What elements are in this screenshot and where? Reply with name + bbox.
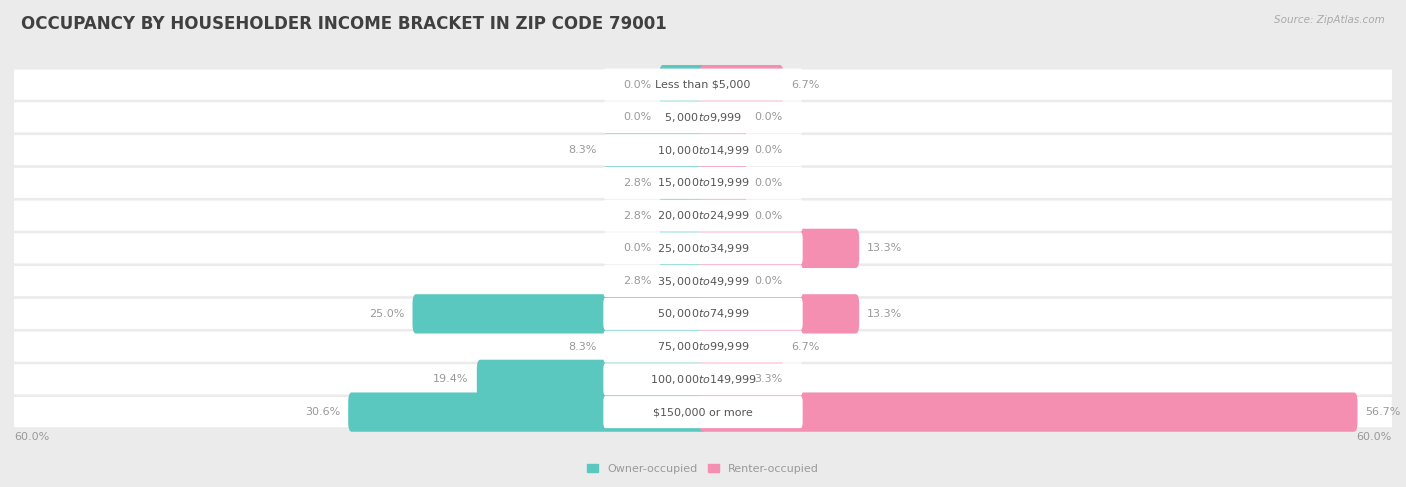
Text: 56.7%: 56.7% [1365, 407, 1400, 417]
Text: $20,000 to $24,999: $20,000 to $24,999 [657, 209, 749, 222]
FancyBboxPatch shape [700, 360, 747, 399]
FancyBboxPatch shape [700, 393, 1358, 432]
Text: 19.4%: 19.4% [433, 375, 468, 384]
Text: 0.0%: 0.0% [755, 276, 783, 286]
FancyBboxPatch shape [14, 332, 1392, 362]
FancyBboxPatch shape [603, 363, 803, 395]
Legend: Owner-occupied, Renter-occupied: Owner-occupied, Renter-occupied [582, 459, 824, 478]
Text: 60.0%: 60.0% [14, 431, 49, 442]
Text: $35,000 to $49,999: $35,000 to $49,999 [657, 275, 749, 288]
FancyBboxPatch shape [603, 167, 803, 199]
FancyBboxPatch shape [603, 331, 803, 363]
FancyBboxPatch shape [700, 98, 747, 137]
Text: 8.3%: 8.3% [568, 341, 596, 352]
FancyBboxPatch shape [14, 266, 1392, 296]
FancyBboxPatch shape [659, 98, 706, 137]
FancyBboxPatch shape [603, 101, 803, 133]
Text: $25,000 to $34,999: $25,000 to $34,999 [657, 242, 749, 255]
FancyBboxPatch shape [477, 360, 706, 399]
Text: $10,000 to $14,999: $10,000 to $14,999 [657, 144, 749, 157]
FancyBboxPatch shape [603, 396, 803, 428]
FancyBboxPatch shape [14, 364, 1392, 394]
FancyBboxPatch shape [700, 131, 747, 170]
FancyBboxPatch shape [349, 393, 706, 432]
Text: 3.3%: 3.3% [755, 375, 783, 384]
Text: Source: ZipAtlas.com: Source: ZipAtlas.com [1274, 15, 1385, 25]
FancyBboxPatch shape [14, 299, 1392, 329]
Text: 0.0%: 0.0% [755, 112, 783, 122]
FancyBboxPatch shape [605, 327, 706, 366]
FancyBboxPatch shape [603, 69, 803, 101]
FancyBboxPatch shape [14, 102, 1392, 132]
FancyBboxPatch shape [700, 163, 747, 203]
FancyBboxPatch shape [605, 131, 706, 170]
FancyBboxPatch shape [603, 232, 803, 264]
Text: 60.0%: 60.0% [1357, 431, 1392, 442]
FancyBboxPatch shape [14, 168, 1392, 198]
Text: 6.7%: 6.7% [792, 80, 820, 90]
FancyBboxPatch shape [603, 298, 803, 330]
Text: $15,000 to $19,999: $15,000 to $19,999 [657, 176, 749, 189]
Text: 0.0%: 0.0% [623, 244, 651, 253]
FancyBboxPatch shape [659, 262, 706, 301]
Text: 0.0%: 0.0% [623, 112, 651, 122]
FancyBboxPatch shape [659, 163, 706, 203]
Text: 0.0%: 0.0% [755, 210, 783, 221]
FancyBboxPatch shape [700, 262, 747, 301]
FancyBboxPatch shape [700, 196, 747, 235]
FancyBboxPatch shape [14, 201, 1392, 231]
Text: OCCUPANCY BY HOUSEHOLDER INCOME BRACKET IN ZIP CODE 79001: OCCUPANCY BY HOUSEHOLDER INCOME BRACKET … [21, 15, 666, 33]
Text: 25.0%: 25.0% [370, 309, 405, 319]
Text: $100,000 to $149,999: $100,000 to $149,999 [650, 373, 756, 386]
Text: 2.8%: 2.8% [623, 178, 651, 188]
Text: $75,000 to $99,999: $75,000 to $99,999 [657, 340, 749, 353]
FancyBboxPatch shape [700, 327, 783, 366]
FancyBboxPatch shape [14, 397, 1392, 427]
Text: 2.8%: 2.8% [623, 276, 651, 286]
Text: 0.0%: 0.0% [623, 80, 651, 90]
FancyBboxPatch shape [412, 294, 706, 334]
Text: $50,000 to $74,999: $50,000 to $74,999 [657, 307, 749, 320]
Text: 13.3%: 13.3% [868, 309, 903, 319]
FancyBboxPatch shape [700, 294, 859, 334]
FancyBboxPatch shape [14, 70, 1392, 100]
Text: 8.3%: 8.3% [568, 145, 596, 155]
FancyBboxPatch shape [603, 265, 803, 297]
Text: $150,000 or more: $150,000 or more [654, 407, 752, 417]
Text: 13.3%: 13.3% [868, 244, 903, 253]
FancyBboxPatch shape [700, 229, 859, 268]
FancyBboxPatch shape [659, 229, 706, 268]
Text: Less than $5,000: Less than $5,000 [655, 80, 751, 90]
Text: 2.8%: 2.8% [623, 210, 651, 221]
FancyBboxPatch shape [603, 200, 803, 232]
Text: 0.0%: 0.0% [755, 178, 783, 188]
FancyBboxPatch shape [14, 135, 1392, 165]
Text: 0.0%: 0.0% [755, 145, 783, 155]
FancyBboxPatch shape [700, 65, 783, 104]
Text: 6.7%: 6.7% [792, 341, 820, 352]
FancyBboxPatch shape [659, 196, 706, 235]
Text: $5,000 to $9,999: $5,000 to $9,999 [664, 111, 742, 124]
FancyBboxPatch shape [659, 65, 706, 104]
FancyBboxPatch shape [14, 233, 1392, 263]
FancyBboxPatch shape [603, 134, 803, 166]
Text: 30.6%: 30.6% [305, 407, 340, 417]
